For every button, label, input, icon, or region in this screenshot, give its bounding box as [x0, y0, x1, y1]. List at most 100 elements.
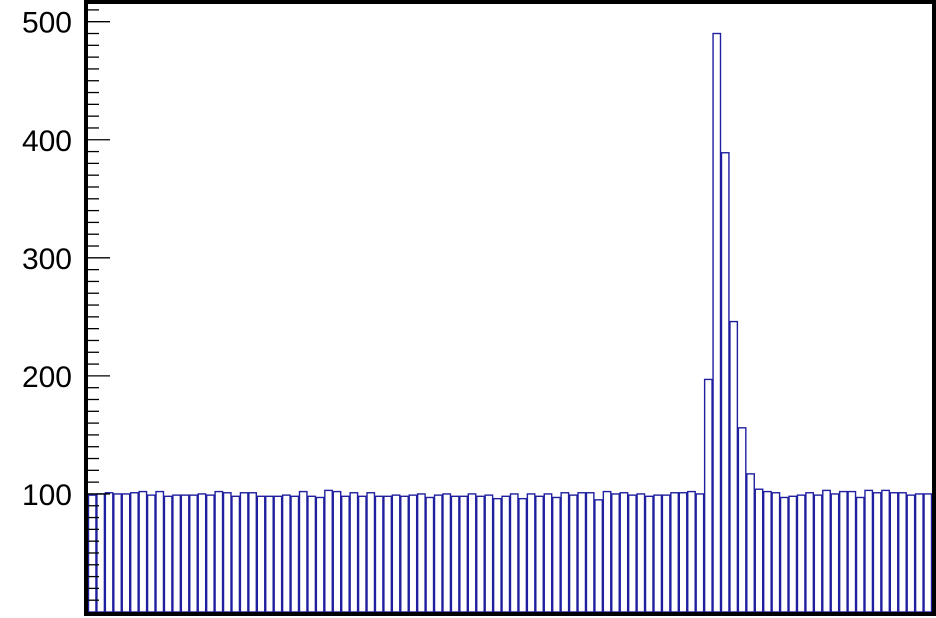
histogram-bar	[425, 496, 435, 613]
y-tick-label: 500	[22, 7, 72, 40]
histogram-bar	[855, 496, 865, 613]
histogram-bar	[476, 495, 485, 613]
histogram-bar	[594, 499, 604, 613]
histogram-bar	[636, 493, 646, 613]
histogram-bar	[796, 494, 806, 613]
histogram-bar	[881, 489, 890, 613]
histogram-bar	[298, 490, 308, 613]
histogram-bar	[543, 493, 553, 613]
histogram-bar	[391, 494, 401, 613]
histogram-bar	[805, 492, 815, 613]
histogram-bar	[746, 473, 755, 613]
histogram-bar	[492, 497, 502, 613]
histogram-bar	[146, 494, 156, 613]
histogram-bar	[433, 494, 443, 613]
histogram-bar	[248, 492, 258, 613]
histogram-bar	[720, 152, 730, 613]
histogram-bar	[535, 495, 544, 613]
histogram-bar	[307, 495, 317, 613]
y-axis-ticks	[86, 9, 110, 601]
histogram-bar	[611, 493, 620, 613]
histogram-bar	[644, 495, 654, 613]
histogram-bar	[830, 493, 840, 613]
y-tick-label: 300	[22, 243, 72, 276]
histogram-bar	[771, 492, 781, 613]
histogram-bar	[822, 489, 831, 613]
histogram-bar	[484, 494, 494, 613]
histogram-bar	[315, 496, 325, 613]
histogram-bar	[222, 492, 232, 613]
histogram-bar	[273, 495, 283, 613]
histogram-bar	[189, 494, 198, 613]
histogram-bar	[501, 495, 511, 613]
histogram-bar	[450, 495, 460, 613]
histogram-bar	[653, 494, 663, 613]
histogram-bar	[104, 492, 114, 613]
histogram-bar	[400, 495, 409, 613]
histogram-bar	[349, 492, 359, 613]
histogram-bar	[703, 378, 713, 613]
histogram-bar	[214, 490, 224, 613]
histogram-bar	[509, 493, 519, 613]
histogram-bar	[898, 492, 907, 613]
histogram-bar	[332, 490, 342, 613]
histogram-bar	[163, 495, 173, 613]
histogram-bar	[205, 494, 215, 613]
histogram-bar	[838, 490, 848, 613]
histogram-bar	[155, 490, 165, 613]
histogram-bar	[408, 494, 418, 613]
histogram-bar	[914, 493, 924, 613]
histogram-bar	[619, 492, 629, 613]
histogram-bar	[459, 495, 468, 613]
histogram-bar	[265, 495, 274, 613]
histogram-bar	[180, 494, 190, 613]
histogram-bar	[906, 494, 916, 613]
y-tick-label: 400	[22, 125, 72, 158]
histogram-bar	[627, 494, 637, 613]
histogram-bar	[737, 427, 747, 613]
histogram-bar	[231, 495, 241, 613]
histogram-bar	[383, 495, 393, 613]
histogram-bar	[290, 495, 300, 613]
y-tick-label: 200	[22, 361, 72, 394]
histogram-bar	[847, 490, 857, 613]
histogram-bar	[695, 493, 705, 613]
histogram-bar	[670, 492, 679, 613]
histogram-bar	[526, 493, 536, 613]
plot-frame	[84, 0, 936, 616]
histogram-bar	[442, 493, 452, 613]
histogram-bar	[763, 490, 772, 613]
histogram-bar	[518, 497, 528, 613]
histogram-bar	[779, 496, 789, 613]
bars-group	[87, 32, 933, 613]
histogram-bar	[661, 494, 671, 613]
histogram-bar	[467, 493, 477, 613]
histogram-bar	[113, 493, 122, 613]
histogram-bar	[239, 492, 249, 613]
histogram-bar	[341, 495, 350, 613]
histogram-bar	[560, 492, 570, 613]
histogram-bar	[121, 493, 131, 613]
histogram-bar	[366, 492, 376, 613]
histogram-bar	[923, 493, 933, 613]
histogram-bar	[577, 492, 587, 613]
histogram-bar	[602, 490, 612, 613]
histogram-bar	[788, 495, 798, 613]
histogram-bar	[729, 320, 739, 613]
histogram-bar	[889, 492, 899, 613]
histogram-bar	[357, 495, 367, 613]
histogram-bar	[585, 492, 595, 613]
histogram-bar	[256, 495, 266, 613]
histogram-bar	[324, 489, 333, 613]
histogram-bar	[129, 492, 139, 613]
histogram-bar	[754, 488, 764, 613]
histogram-bar	[172, 494, 182, 613]
y-axis-tick-labels: 100 200 300 400 500	[22, 7, 72, 512]
histogram-bar	[374, 495, 384, 613]
histogram-bar	[813, 494, 823, 613]
histogram-bar	[416, 493, 426, 613]
histogram-bar	[197, 493, 207, 613]
histogram-bar	[872, 492, 882, 613]
histogram-bar	[712, 32, 722, 613]
